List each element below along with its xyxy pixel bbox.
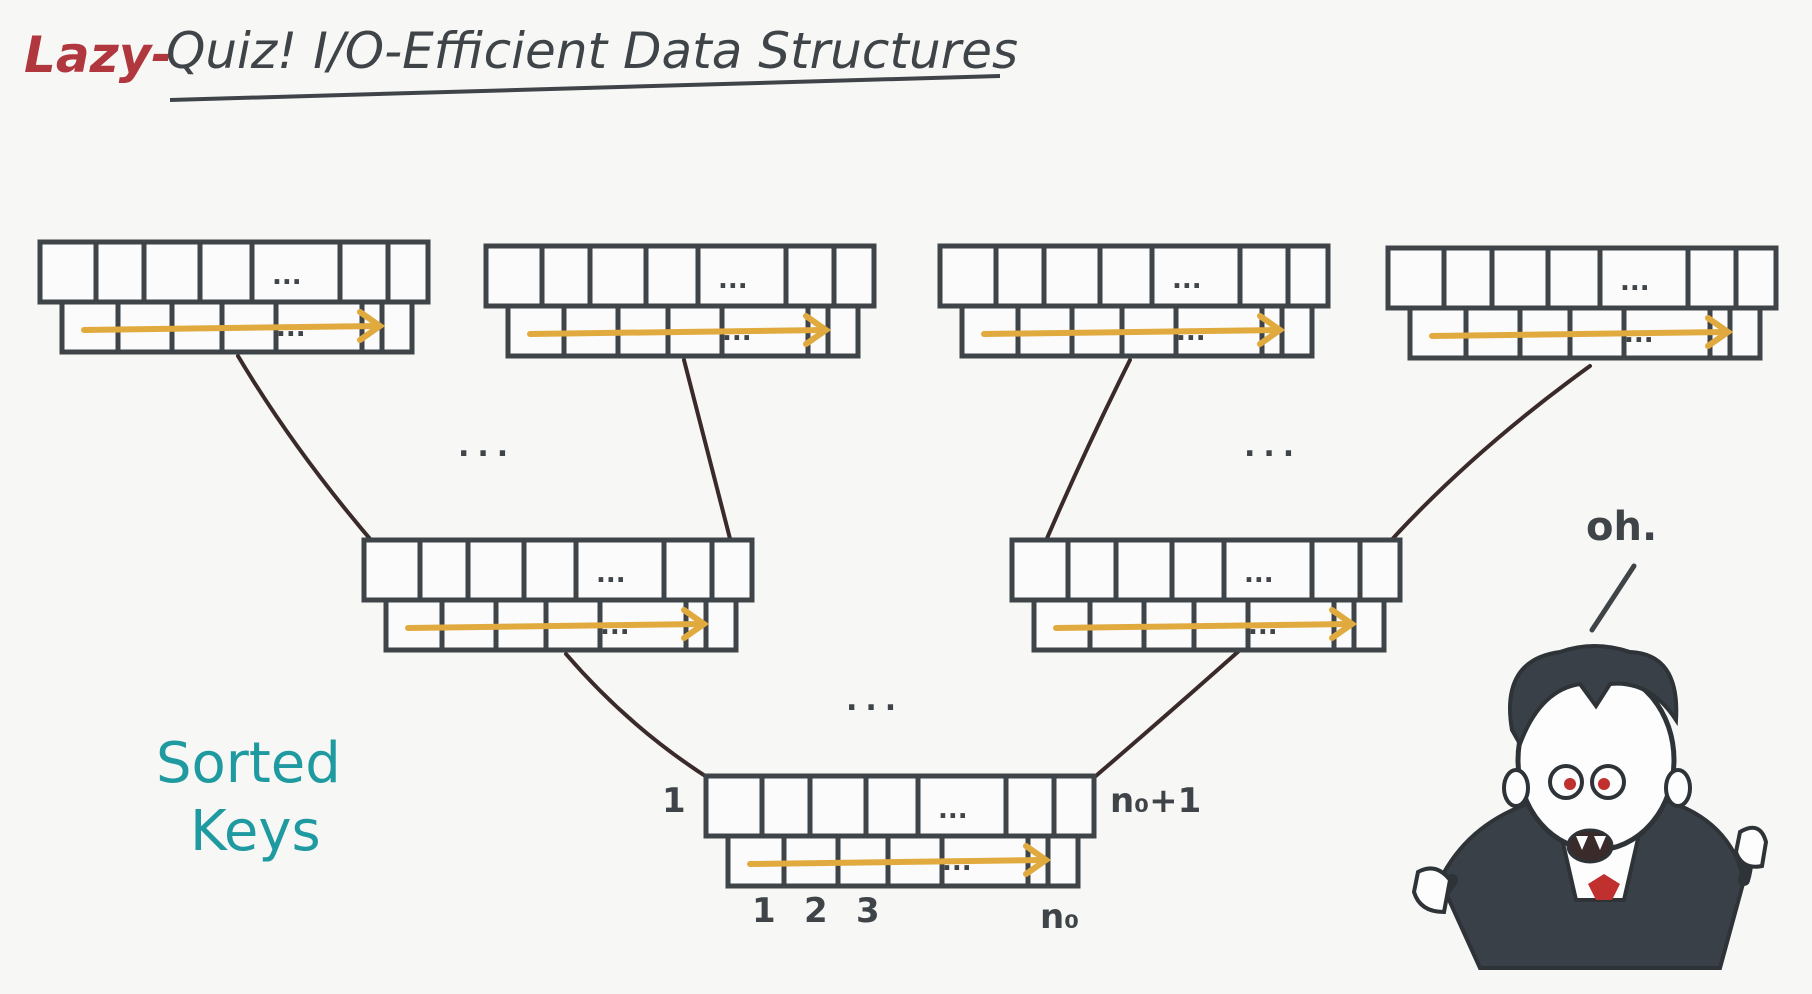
root-left-index: 1 <box>662 781 686 821</box>
sorted-arrow <box>527 327 827 337</box>
sorted-arrow <box>1053 621 1353 631</box>
key-row <box>483 243 877 309</box>
mouth <box>1566 828 1614 864</box>
root-bottom-3: 3 <box>856 891 880 931</box>
right-fang <box>1594 836 1606 850</box>
sorted-label: Sorted <box>156 731 341 796</box>
key-row-ellipsis: ... <box>1244 559 1274 589</box>
edge-leaf2-left <box>682 358 738 564</box>
title-prefix: Lazy- <box>24 26 172 84</box>
right-pupil <box>1598 778 1610 790</box>
sorted-arrow-head <box>1329 607 1358 641</box>
right-ear <box>1664 768 1692 808</box>
left-ear <box>1502 768 1530 808</box>
key-row-ellipsis: ... <box>1620 267 1650 297</box>
key-row <box>937 243 1331 309</box>
edge-leaf3-right <box>1034 358 1132 566</box>
root-bottom-n: n₀ <box>1040 897 1079 937</box>
root-node: ...... <box>703 773 1097 889</box>
sorted-arrow-head <box>1257 313 1286 347</box>
title: Lazy- Quiz! I/O-Efficient Data Structure… <box>24 22 1018 102</box>
sorted-arrow-head <box>1705 315 1734 349</box>
edge-leaf4-right <box>1368 364 1592 566</box>
key-row-ellipsis: ... <box>272 261 302 291</box>
sorted-arrow <box>81 323 381 333</box>
leaf-node-4: ...... <box>1385 245 1779 361</box>
ellipsis-middle: ... <box>846 683 904 718</box>
tree-nodes: ........................................… <box>37 239 1779 889</box>
key-row-ellipsis: ... <box>1172 265 1202 295</box>
root-bottom-2: 2 <box>804 891 828 931</box>
sorted-arrow-head <box>803 313 832 347</box>
key-row-ellipsis: ... <box>718 265 748 295</box>
leaf-node-1: ...... <box>37 239 431 355</box>
root-bottom-1: 1 <box>752 891 776 931</box>
ellipsis-top-left: ... <box>458 429 516 464</box>
leaf-node-3: ...... <box>937 243 1331 359</box>
key-row <box>1385 245 1779 311</box>
left-fang <box>1576 836 1588 850</box>
hair <box>1508 644 1679 749</box>
root-right-index: n₀+1 <box>1110 781 1201 821</box>
sorted-arrow <box>747 857 1047 867</box>
sorted-arrow-head <box>357 309 386 343</box>
keys-label: Keys <box>190 799 321 864</box>
bowtie <box>1588 874 1620 900</box>
sorted-arrow <box>981 327 1281 337</box>
leaf-node-2: ...... <box>483 243 877 359</box>
right-hand <box>1733 825 1769 869</box>
sorted-arrow-head <box>1023 843 1052 877</box>
title-underline <box>169 74 1001 102</box>
sorted-arrow-head <box>681 607 710 641</box>
vampire-character-icon <box>1411 644 1769 970</box>
speech-tick <box>1589 563 1637 633</box>
speech-text: oh. <box>1586 504 1657 550</box>
sorted-arrow <box>1429 329 1729 339</box>
edge-leaf1-left <box>236 354 392 564</box>
key-row-ellipsis: ... <box>596 559 626 589</box>
left-pupil <box>1564 778 1576 790</box>
sorted-arrow <box>405 621 705 631</box>
internal-node-left: ...... <box>361 537 755 653</box>
key-row-ellipsis: ... <box>938 795 968 825</box>
ellipsis-top-right: ... <box>1244 429 1302 464</box>
left-hand <box>1411 866 1453 915</box>
title-main: Quiz! I/O-Efficient Data Structures <box>166 22 1018 80</box>
tree-edges <box>236 354 1592 800</box>
internal-node-right: ...... <box>1009 537 1403 653</box>
